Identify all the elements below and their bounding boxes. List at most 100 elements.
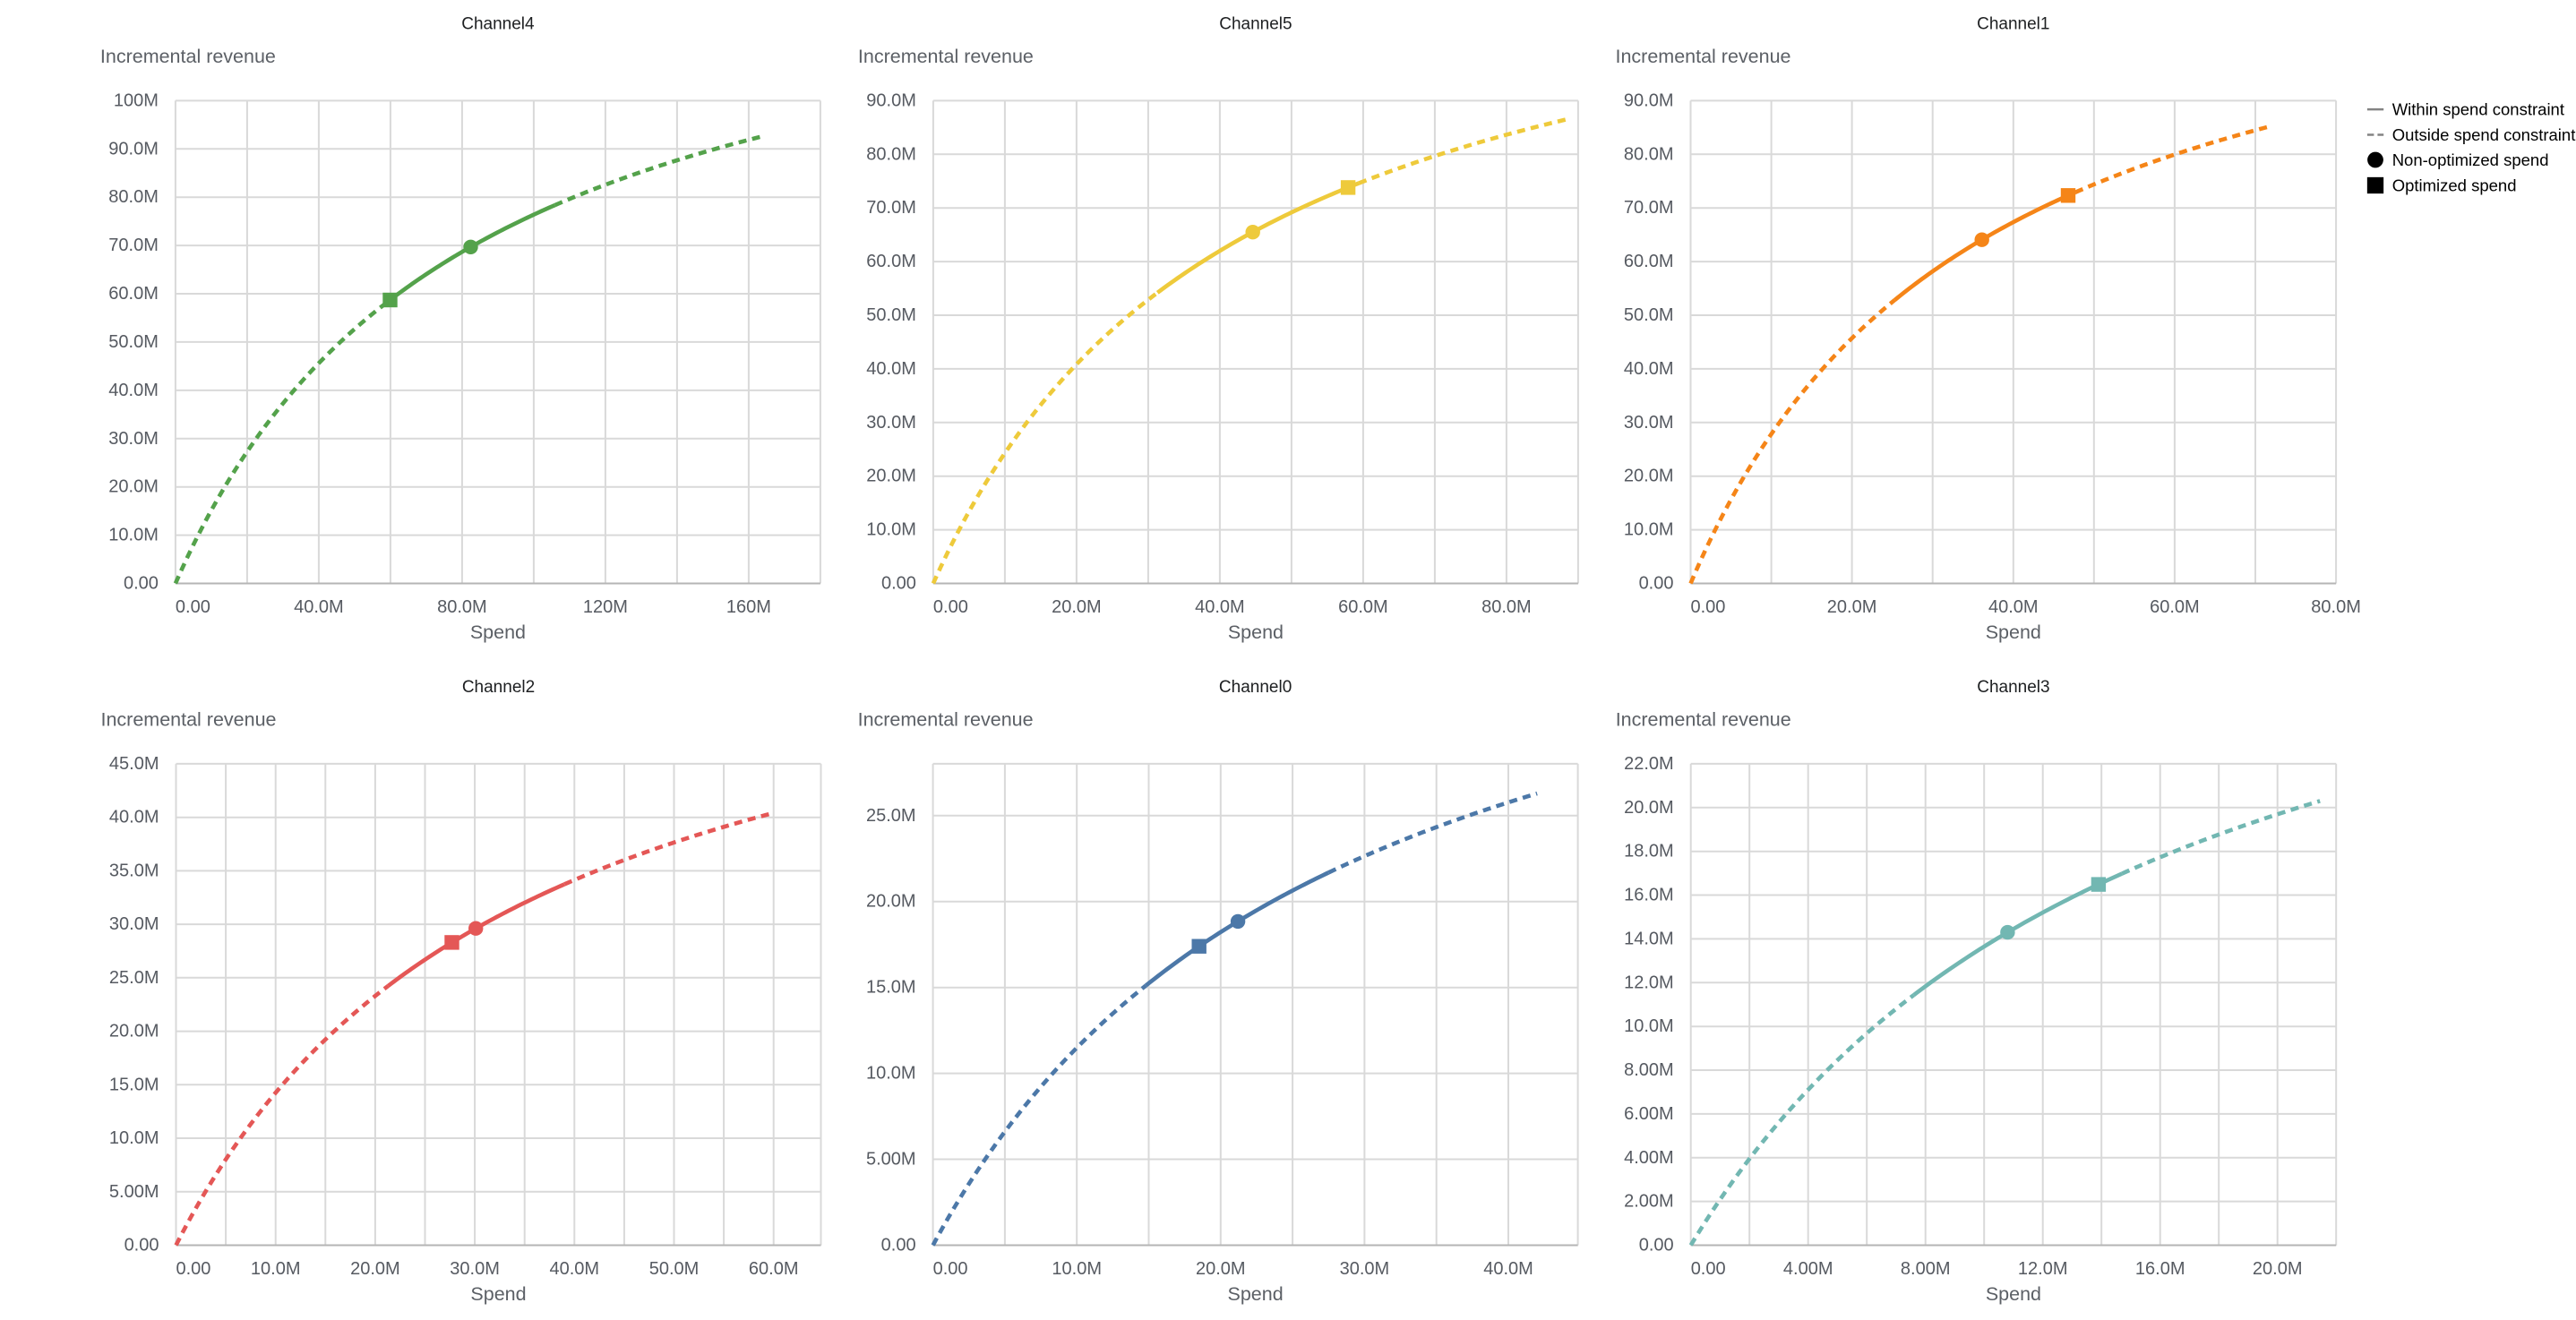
svg-text:80.0M: 80.0M bbox=[1624, 144, 1674, 164]
svg-text:0.00: 0.00 bbox=[881, 1236, 916, 1256]
svg-text:5.00M: 5.00M bbox=[866, 1150, 916, 1170]
svg-text:80.0M: 80.0M bbox=[1481, 597, 1532, 617]
svg-text:10.0M: 10.0M bbox=[1624, 520, 1674, 540]
svg-text:0.00: 0.00 bbox=[1639, 1236, 1674, 1256]
svg-text:Within spend constraint: Within spend constraint bbox=[2392, 100, 2564, 119]
svg-text:0.00: 0.00 bbox=[176, 597, 210, 617]
svg-text:20.0M: 20.0M bbox=[1827, 597, 1877, 617]
svg-text:0.00: 0.00 bbox=[124, 574, 159, 594]
svg-text:Spend: Spend bbox=[470, 1283, 526, 1305]
svg-text:90.0M: 90.0M bbox=[108, 139, 159, 159]
svg-text:Incremental revenue: Incremental revenue bbox=[858, 708, 1034, 730]
svg-text:Incremental revenue: Incremental revenue bbox=[858, 46, 1034, 67]
svg-text:Spend: Spend bbox=[1986, 621, 2041, 643]
svg-text:60.0M: 60.0M bbox=[1624, 252, 1674, 271]
svg-text:Spend: Spend bbox=[470, 621, 526, 643]
svg-text:160M: 160M bbox=[726, 597, 771, 617]
svg-text:40.0M: 40.0M bbox=[550, 1259, 600, 1279]
svg-text:30.0M: 30.0M bbox=[1340, 1259, 1390, 1279]
svg-text:30.0M: 30.0M bbox=[109, 914, 159, 934]
svg-text:25.0M: 25.0M bbox=[866, 806, 916, 826]
svg-text:40.0M: 40.0M bbox=[866, 359, 916, 379]
svg-text:4.00M: 4.00M bbox=[1624, 1148, 1674, 1168]
svg-text:Outside spend constraint: Outside spend constraint bbox=[2392, 125, 2576, 144]
svg-text:60.0M: 60.0M bbox=[108, 284, 159, 304]
svg-text:10.0M: 10.0M bbox=[866, 1064, 916, 1084]
svg-text:20.0M: 20.0M bbox=[1052, 597, 1102, 617]
svg-text:35.0M: 35.0M bbox=[109, 861, 159, 880]
svg-text:50.0M: 50.0M bbox=[649, 1259, 700, 1279]
svg-text:40.0M: 40.0M bbox=[1483, 1259, 1533, 1279]
svg-text:5.00M: 5.00M bbox=[109, 1182, 159, 1202]
svg-text:6.00M: 6.00M bbox=[1624, 1104, 1674, 1124]
svg-text:10.0M: 10.0M bbox=[1052, 1259, 1102, 1279]
svg-text:20.0M: 20.0M bbox=[1624, 798, 1674, 818]
svg-text:15.0M: 15.0M bbox=[109, 1075, 159, 1094]
svg-text:0.00: 0.00 bbox=[176, 1259, 211, 1279]
svg-text:80.0M: 80.0M bbox=[866, 144, 916, 164]
svg-text:Non-optimized spend: Non-optimized spend bbox=[2392, 150, 2549, 169]
svg-text:10.0M: 10.0M bbox=[251, 1259, 301, 1279]
svg-text:22.0M: 22.0M bbox=[1624, 754, 1674, 774]
svg-text:50.0M: 50.0M bbox=[866, 305, 916, 325]
svg-text:Optimized spend: Optimized spend bbox=[2392, 176, 2517, 195]
svg-text:Channel5: Channel5 bbox=[1219, 15, 1292, 34]
svg-text:60.0M: 60.0M bbox=[2150, 597, 2200, 617]
svg-text:70.0M: 70.0M bbox=[866, 198, 916, 218]
svg-text:0.00: 0.00 bbox=[1691, 597, 1726, 617]
svg-text:0.00: 0.00 bbox=[125, 1236, 159, 1256]
svg-text:10.0M: 10.0M bbox=[108, 526, 159, 545]
svg-text:40.0M: 40.0M bbox=[1624, 359, 1674, 379]
svg-text:10.0M: 10.0M bbox=[109, 1128, 159, 1148]
svg-text:Incremental revenue: Incremental revenue bbox=[1616, 708, 1791, 730]
svg-text:Spend: Spend bbox=[1228, 621, 1284, 643]
svg-text:20.0M: 20.0M bbox=[109, 1022, 159, 1041]
svg-text:20.0M: 20.0M bbox=[1624, 467, 1674, 486]
svg-text:120M: 120M bbox=[583, 597, 628, 617]
svg-text:Channel1: Channel1 bbox=[1977, 15, 2049, 34]
svg-text:90.0M: 90.0M bbox=[866, 90, 916, 110]
svg-text:30.0M: 30.0M bbox=[108, 429, 159, 449]
svg-text:50.0M: 50.0M bbox=[108, 332, 159, 352]
svg-text:0.00: 0.00 bbox=[933, 597, 968, 617]
svg-text:Spend: Spend bbox=[1228, 1283, 1284, 1305]
svg-text:12.0M: 12.0M bbox=[1624, 973, 1674, 992]
svg-text:60.0M: 60.0M bbox=[749, 1259, 799, 1279]
svg-text:30.0M: 30.0M bbox=[450, 1259, 500, 1279]
svg-text:30.0M: 30.0M bbox=[1624, 413, 1674, 433]
svg-text:70.0M: 70.0M bbox=[1624, 198, 1674, 218]
svg-text:100M: 100M bbox=[114, 90, 159, 110]
svg-text:20.0M: 20.0M bbox=[108, 477, 159, 497]
svg-text:80.0M: 80.0M bbox=[108, 187, 159, 207]
svg-text:2.00M: 2.00M bbox=[1624, 1192, 1674, 1212]
svg-text:8.00M: 8.00M bbox=[1901, 1259, 1951, 1279]
svg-text:40.0M: 40.0M bbox=[1988, 597, 2039, 617]
svg-text:20.0M: 20.0M bbox=[866, 892, 916, 912]
svg-text:40.0M: 40.0M bbox=[109, 808, 159, 827]
svg-text:20.0M: 20.0M bbox=[350, 1259, 400, 1279]
svg-text:Channel0: Channel0 bbox=[1219, 678, 1292, 697]
svg-text:40.0M: 40.0M bbox=[294, 597, 344, 617]
svg-text:60.0M: 60.0M bbox=[866, 252, 916, 271]
svg-text:10.0M: 10.0M bbox=[1624, 1016, 1674, 1036]
svg-text:20.0M: 20.0M bbox=[2253, 1259, 2303, 1279]
svg-text:Incremental revenue: Incremental revenue bbox=[1616, 46, 1791, 67]
svg-text:30.0M: 30.0M bbox=[866, 413, 916, 433]
svg-text:Incremental revenue: Incremental revenue bbox=[100, 46, 276, 67]
svg-text:70.0M: 70.0M bbox=[108, 236, 159, 255]
svg-text:Channel4: Channel4 bbox=[461, 15, 535, 34]
svg-text:14.0M: 14.0M bbox=[1624, 929, 1674, 948]
svg-text:Channel2: Channel2 bbox=[462, 678, 535, 697]
svg-text:0.00: 0.00 bbox=[1691, 1259, 1726, 1279]
svg-text:10.0M: 10.0M bbox=[866, 520, 916, 540]
svg-text:18.0M: 18.0M bbox=[1624, 842, 1674, 861]
svg-text:25.0M: 25.0M bbox=[109, 968, 159, 988]
svg-text:16.0M: 16.0M bbox=[1624, 886, 1674, 905]
svg-text:20.0M: 20.0M bbox=[866, 467, 916, 486]
svg-text:45.0M: 45.0M bbox=[109, 754, 159, 774]
svg-text:40.0M: 40.0M bbox=[108, 381, 159, 400]
svg-text:Channel3: Channel3 bbox=[1977, 678, 2049, 697]
svg-text:0.00: 0.00 bbox=[1639, 574, 1674, 594]
svg-text:90.0M: 90.0M bbox=[1624, 90, 1674, 110]
svg-text:80.0M: 80.0M bbox=[2311, 597, 2361, 617]
